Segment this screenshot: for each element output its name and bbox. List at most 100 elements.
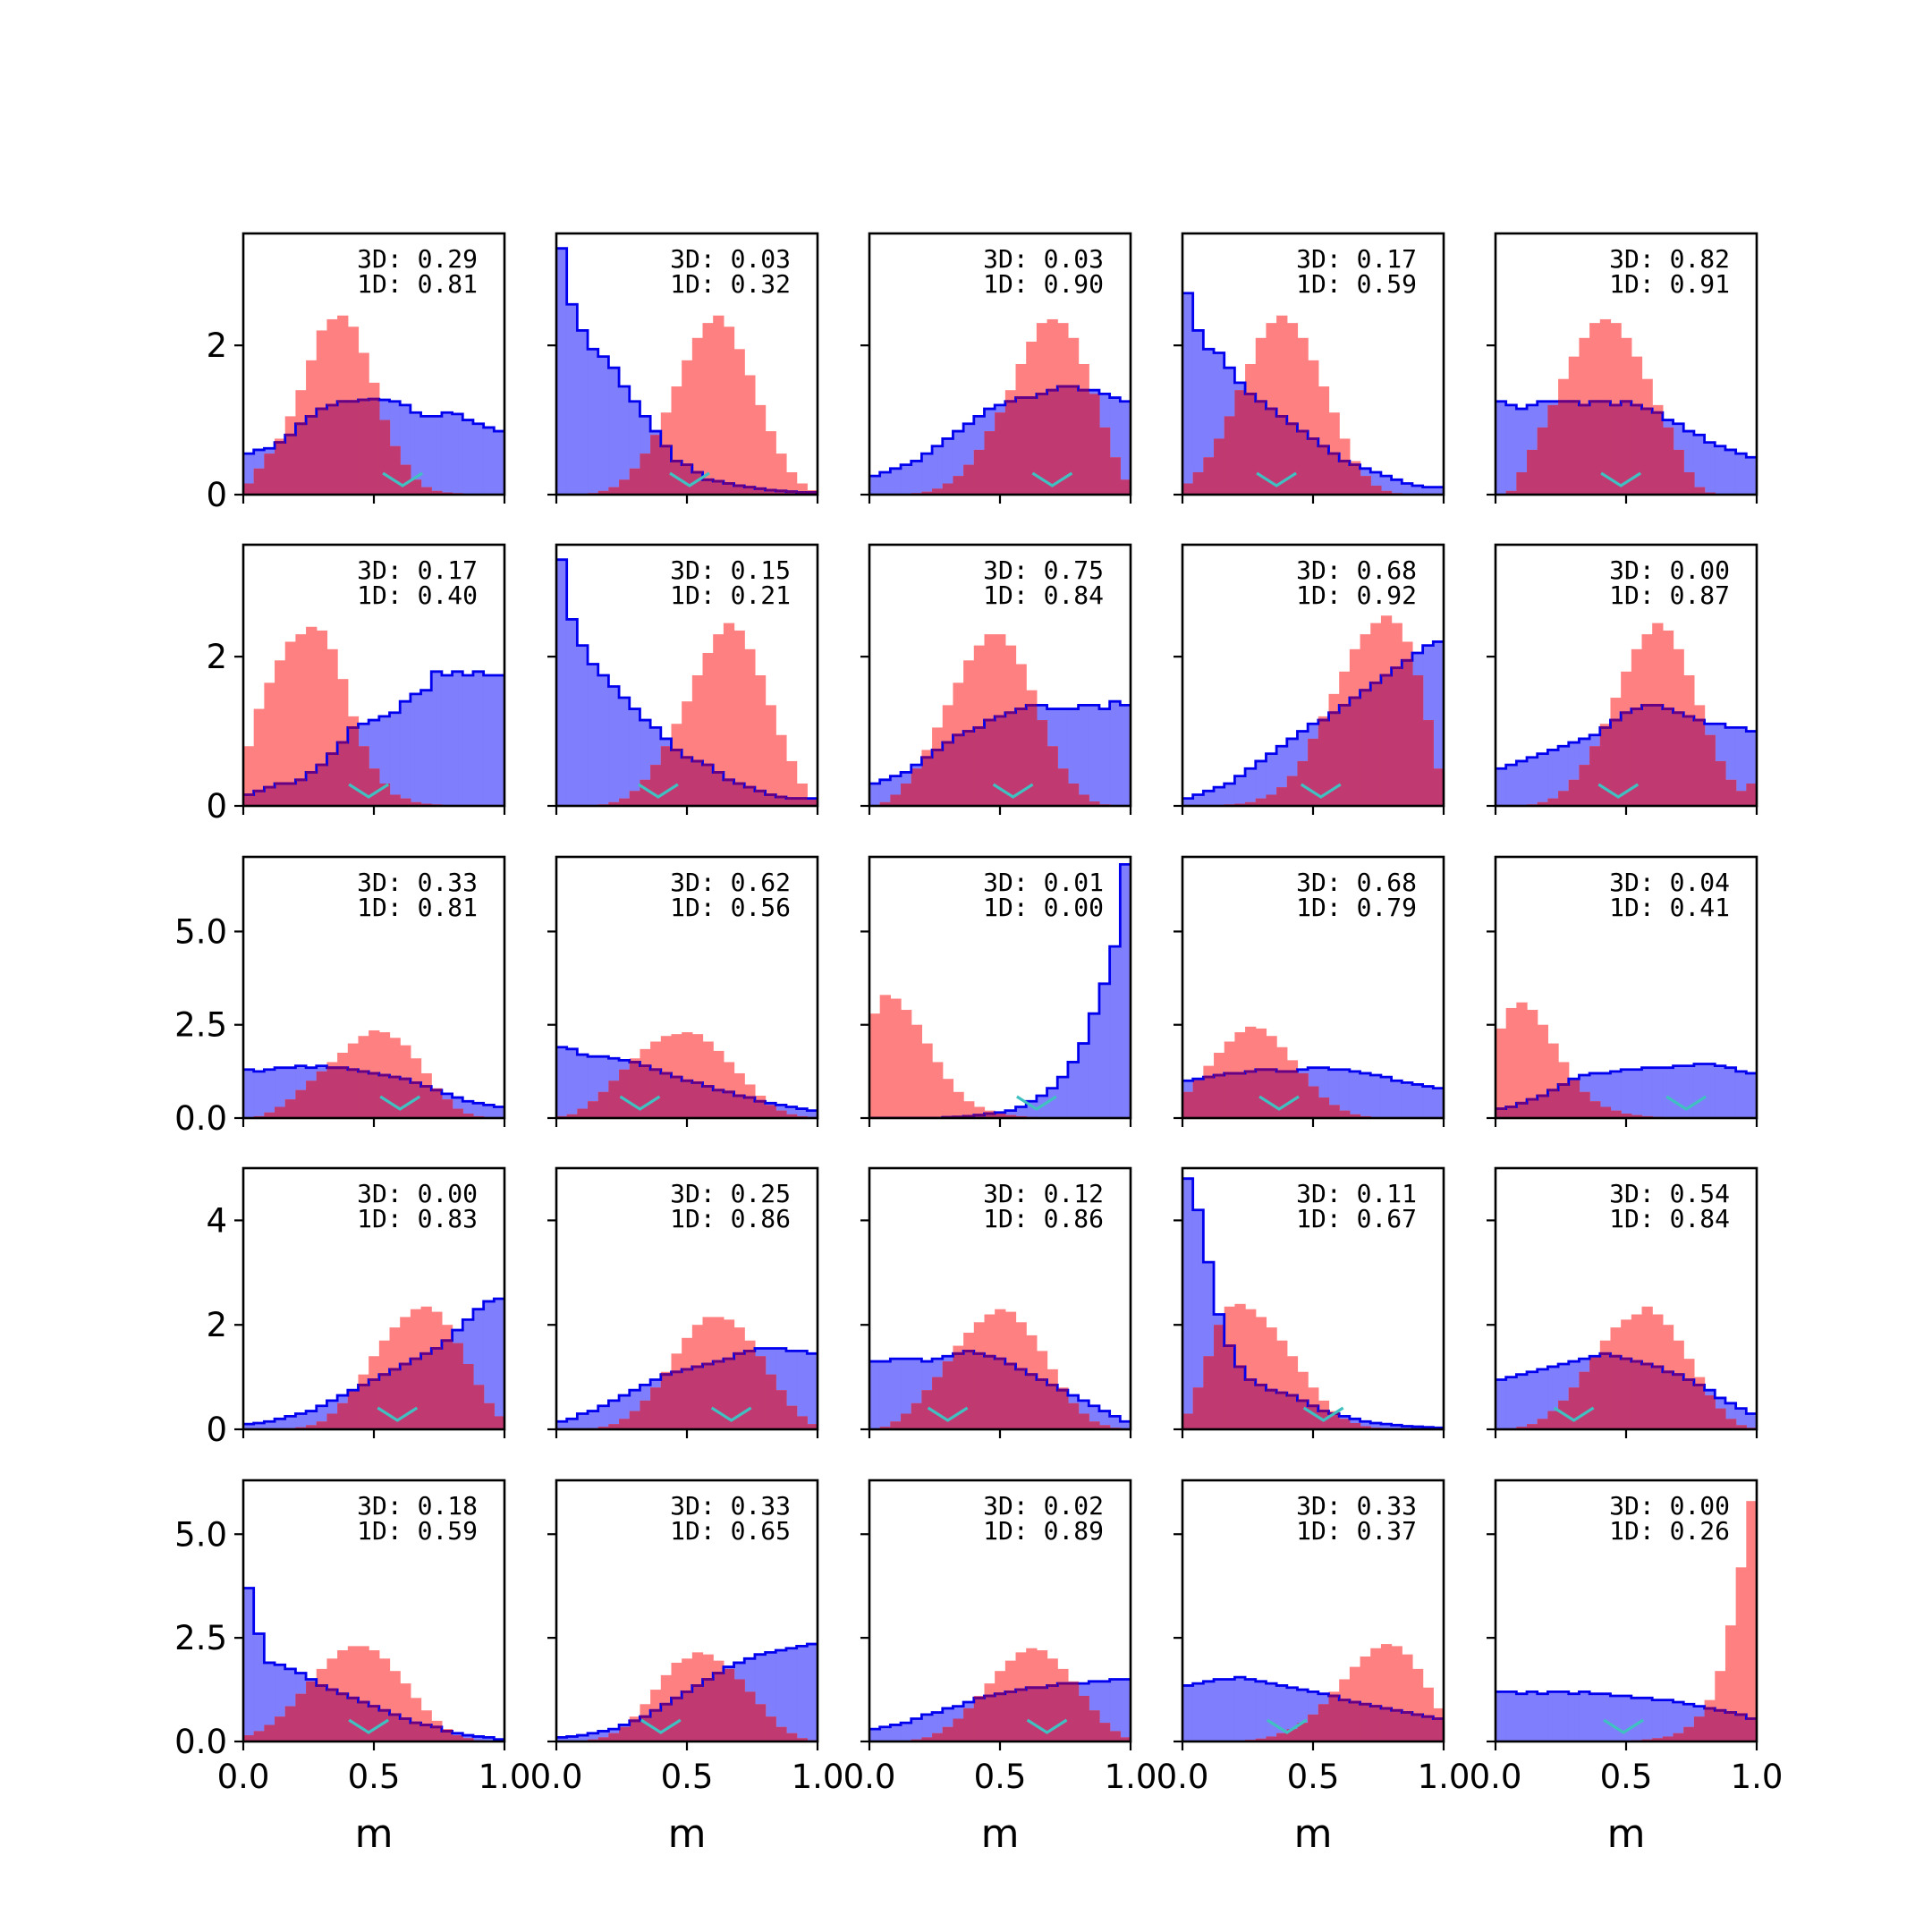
bar-overlap-13	[691, 1082, 704, 1118]
x-tick-label: 1.0	[792, 1758, 844, 1796]
annotation-1d: 1D: 0.79	[1296, 893, 1417, 922]
bar-overlap-16	[723, 483, 735, 495]
bar-overlap-9	[1276, 1071, 1288, 1118]
bar-3d-4	[597, 1405, 609, 1429]
bar-overlap-20	[765, 1716, 776, 1741]
bar-overlap-17	[733, 1353, 745, 1429]
bar-3d-19	[1693, 435, 1706, 495]
x-axis-label: m	[668, 1811, 707, 1857]
bar-overlap-16	[410, 1359, 422, 1429]
annotation-3d: 3D: 0.18	[357, 1491, 478, 1521]
bar-3d-22	[1411, 1427, 1424, 1429]
bar-overlap-15	[400, 1364, 411, 1429]
bar-overlap-16	[1036, 394, 1048, 495]
bar-overlap-20	[1704, 734, 1716, 806]
bar-overlap-18	[744, 1351, 756, 1429]
bar-overlap-10	[347, 1390, 360, 1429]
annotation-1d: 1D: 0.67	[1296, 1204, 1417, 1233]
bar-3d-19	[1380, 476, 1393, 495]
bar-3d-1	[1505, 1377, 1517, 1429]
bar-3d-11	[1610, 1696, 1622, 1741]
bar-overlap-20	[765, 1374, 776, 1429]
bar-3d-23	[483, 1105, 495, 1118]
marker-v-icon	[640, 1718, 682, 1734]
bar-3d-24	[807, 1353, 818, 1429]
bar-overlap-6	[932, 1733, 944, 1741]
bar-overlap-18	[431, 1089, 443, 1118]
bar-overlap-9	[337, 1402, 349, 1429]
bar-overlap-5	[1234, 390, 1246, 495]
bar-overlap-15	[713, 1361, 724, 1429]
bar-overlap-7	[1255, 798, 1267, 806]
bar-overlap-8	[1579, 404, 1590, 495]
marker-v-icon	[348, 1718, 390, 1734]
bar-3d-24	[807, 1644, 818, 1741]
bar-overlap-1	[253, 791, 265, 806]
bar-3d-1	[1505, 765, 1517, 806]
bar-overlap-11	[1610, 1356, 1622, 1429]
bar-overlap-10	[347, 727, 360, 806]
bar-overlap-16	[1349, 698, 1361, 806]
bar-overlap-9	[650, 1710, 662, 1741]
bar-overlap-7	[629, 791, 641, 806]
bar-3d-22	[1411, 1084, 1424, 1118]
bar-overlap-0	[243, 794, 255, 806]
bar-3d-22	[1098, 708, 1111, 806]
bar-overlap-20	[1704, 1395, 1716, 1429]
bar-overlap-15	[1339, 705, 1351, 806]
bar-overlap-17	[1360, 1704, 1371, 1741]
bar-overlap-6	[1245, 1379, 1257, 1429]
bar-overlap-13	[1631, 708, 1643, 806]
bar-3d-2	[1203, 1681, 1215, 1741]
bar-3d-0	[243, 1069, 255, 1118]
bar-overlap-2	[1516, 471, 1528, 495]
bar-overlap-10	[347, 1069, 360, 1118]
bar-3d-23	[1735, 1071, 1747, 1118]
bar-overlap-21	[462, 1364, 474, 1429]
bar-overlap-21	[1089, 1710, 1100, 1741]
bar-overlap-8	[1266, 1069, 1277, 1118]
bar-3d-19	[1380, 1424, 1393, 1429]
bar-overlap-11	[984, 1113, 996, 1118]
bar-3d-22	[1098, 983, 1111, 1118]
x-axis-label: m	[355, 1811, 394, 1857]
bar-3d-23	[1109, 946, 1121, 1118]
bar-overlap-5	[608, 1080, 620, 1118]
bar-1d-15	[713, 634, 724, 806]
bar-overlap-15	[400, 1079, 411, 1118]
bar-overlap-17	[1360, 476, 1371, 495]
bar-overlap-4	[284, 1706, 296, 1741]
bar-3d-2	[577, 1735, 589, 1741]
bar-overlap-23	[1109, 1731, 1121, 1741]
bar-overlap-15	[1652, 705, 1664, 806]
bar-overlap-6	[306, 1681, 318, 1741]
bar-overlap-19	[754, 1101, 767, 1118]
bar-3d-1	[1192, 1683, 1204, 1741]
bar-overlap-12	[1621, 712, 1632, 806]
bar-3d-1	[879, 1726, 891, 1741]
bar-overlap-5	[608, 1733, 620, 1741]
bar-1d-3	[275, 660, 286, 806]
bar-3d-11	[1610, 1071, 1622, 1118]
bar-1d-17	[733, 630, 745, 806]
bar-1d-17	[733, 349, 745, 495]
bar-overlap-20	[1078, 794, 1089, 806]
bar-overlap-10	[660, 1704, 673, 1741]
bar-3d-1	[1505, 404, 1517, 495]
bar-3d-24	[494, 675, 504, 806]
bar-overlap-6	[932, 750, 944, 806]
bar-overlap-14	[1015, 1368, 1027, 1429]
annotation-3d: 3D: 0.12	[983, 1179, 1104, 1208]
bar-overlap-23	[483, 1402, 495, 1429]
bar-3d-6	[1245, 1679, 1257, 1741]
bar-3d-3	[588, 349, 599, 495]
bar-3d-23	[1109, 1679, 1121, 1741]
bar-3d-0	[869, 476, 881, 495]
bar-overlap-16	[1349, 1114, 1361, 1118]
bar-3d-24	[1120, 401, 1131, 495]
bar-overlap-21	[462, 1113, 474, 1118]
bar-3d-18	[431, 671, 443, 806]
bar-3d-8	[1266, 753, 1277, 806]
marker-v-icon	[377, 1406, 419, 1422]
